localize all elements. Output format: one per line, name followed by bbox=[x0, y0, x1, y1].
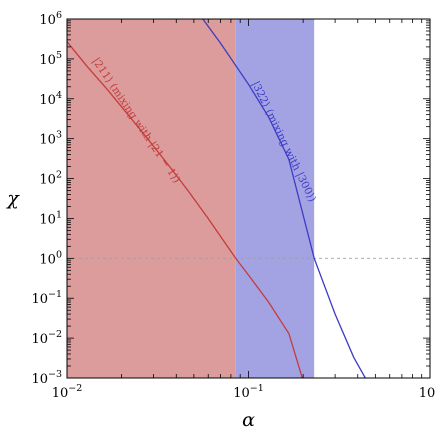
shaded-region-1 bbox=[67, 19, 236, 378]
axis-ticks bbox=[66, 18, 431, 379]
y-tick-label: 103 bbox=[39, 130, 62, 148]
x-axis-label: α bbox=[242, 409, 255, 431]
shaded-region-2 bbox=[235, 19, 315, 378]
data-curves bbox=[67, 19, 366, 378]
y-tick-label: 10−1 bbox=[31, 289, 62, 307]
plot-frame bbox=[66, 18, 431, 379]
y-tick-label: 106 bbox=[39, 10, 62, 28]
y-tick-label: 105 bbox=[39, 50, 62, 68]
x-tick-label: 10−1 bbox=[233, 383, 264, 401]
y-axis-label: χ bbox=[5, 188, 20, 210]
y-tick-label: 10−3 bbox=[31, 369, 62, 387]
y-tick-label: 102 bbox=[39, 170, 62, 188]
shaded-regions bbox=[67, 19, 315, 378]
tick-labels: 10−210−110010−310−210−110010110210310410… bbox=[31, 10, 436, 401]
y-tick-label: 104 bbox=[39, 90, 62, 108]
series-line-1 bbox=[67, 41, 303, 378]
x-tick-label: 10−2 bbox=[52, 383, 83, 401]
y-tick-label: 10−2 bbox=[31, 329, 62, 347]
x-tick-label: 100 bbox=[419, 383, 436, 401]
y-tick-label: 101 bbox=[39, 209, 62, 227]
y-tick-label: 100 bbox=[39, 249, 62, 267]
series-line-2 bbox=[202, 19, 366, 378]
